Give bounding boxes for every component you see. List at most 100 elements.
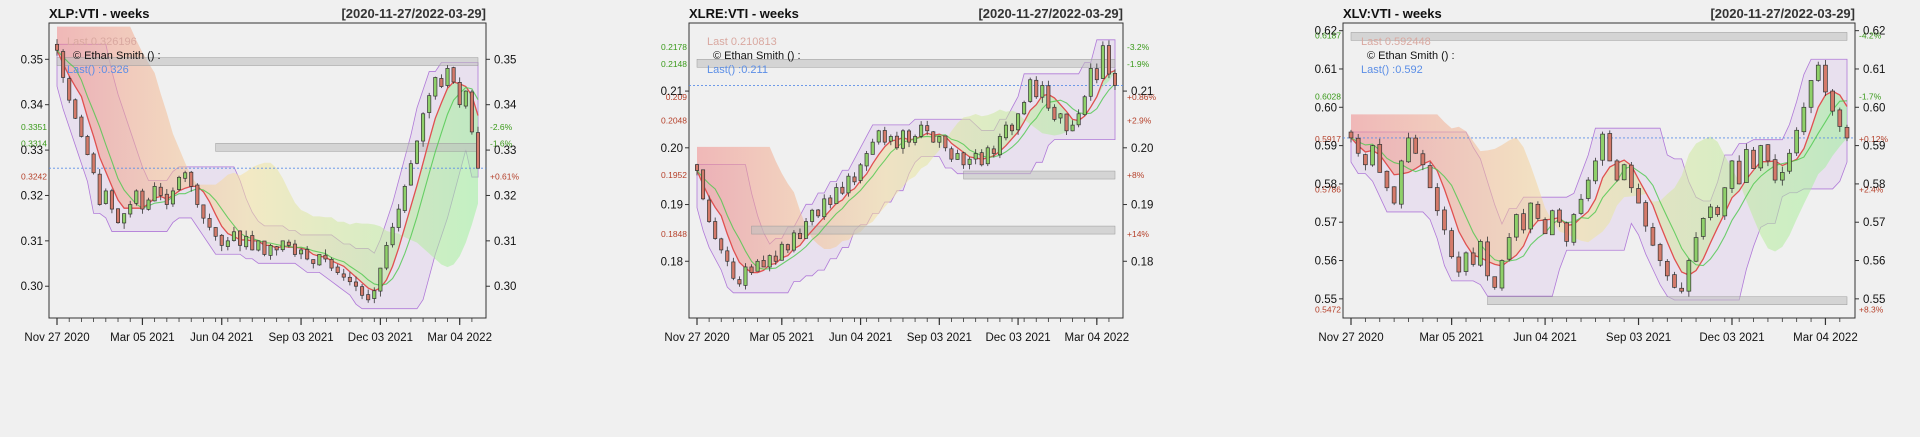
candle-down: [164, 193, 169, 205]
candle-up: [1708, 206, 1713, 218]
x-tick-label: Mar 05 2021: [110, 332, 175, 344]
candle-up: [876, 130, 881, 143]
candle-down: [439, 78, 444, 87]
candle-up: [864, 153, 869, 167]
level-pct-label: +2.9%: [1127, 116, 1152, 126]
candle-down: [1052, 106, 1057, 120]
candle-down: [1363, 154, 1368, 166]
candle-down: [238, 230, 243, 246]
y-tick-label: 0.21: [661, 86, 683, 98]
candle-up: [967, 158, 972, 165]
candle-down: [292, 243, 297, 255]
candle-down: [1348, 131, 1354, 139]
candle-down: [1751, 149, 1756, 169]
candle-up: [937, 136, 942, 143]
candle-down: [713, 221, 718, 239]
y-tick-label: 0.34: [21, 100, 44, 112]
candle-down: [1456, 256, 1462, 273]
candle-up: [1463, 252, 1469, 272]
chart-title: XLP:VTI - weeks: [49, 6, 149, 21]
candle-up: [1070, 124, 1075, 132]
candle-up: [858, 164, 863, 181]
candle-down: [1837, 109, 1843, 127]
candle-down: [1113, 72, 1117, 86]
candle-down: [347, 276, 352, 283]
trend-fan: [57, 26, 478, 291]
candle-down: [1442, 209, 1447, 231]
grey-band-2: [1487, 296, 1848, 306]
level-label: 0.2178: [661, 42, 687, 52]
candle-down: [1535, 203, 1541, 219]
candle-up: [1801, 106, 1807, 133]
candle-up: [888, 136, 893, 142]
candle-down: [85, 136, 90, 155]
candle-down: [1629, 164, 1634, 189]
level-pct-label: +0.12%: [1859, 134, 1889, 144]
candle-up: [955, 153, 960, 160]
candle-up: [1082, 96, 1087, 116]
candle-up: [103, 190, 108, 204]
candle-down: [335, 266, 340, 273]
level-pct-label: -1.9%: [1127, 59, 1150, 69]
candle-up: [231, 231, 236, 241]
candle-down: [785, 244, 790, 251]
candle-up: [463, 90, 468, 107]
candle-down: [1664, 260, 1670, 277]
y-tick-label: 0.60: [1315, 102, 1337, 114]
x-tick-label: Sep 03 2021: [1606, 332, 1671, 344]
x-tick-label: Jun 04 2021: [829, 332, 892, 344]
candle-up: [1729, 160, 1735, 189]
candle-up: [1621, 164, 1627, 181]
candle-up: [414, 140, 419, 164]
y-tick-label: 0.21: [1131, 86, 1153, 98]
candle-down: [54, 43, 60, 51]
candle-down: [931, 131, 936, 143]
candle-up: [834, 187, 839, 204]
candle-up: [1003, 124, 1008, 139]
candle-up: [1780, 172, 1785, 181]
candle-down: [1844, 126, 1850, 139]
candle-down: [189, 171, 194, 187]
y-tick-label: 0.60: [1863, 102, 1885, 114]
candle-up: [183, 172, 188, 179]
grey-band-3: [751, 225, 1116, 235]
candle-down: [73, 99, 78, 119]
y-tick-label: 0.20: [661, 143, 683, 155]
y-tick-label: 0.56: [1315, 256, 1337, 268]
candle-up: [134, 190, 139, 204]
moving-average-line: [696, 70, 1116, 274]
candle-up: [128, 204, 133, 215]
candle-up: [122, 213, 127, 224]
y-tick-label: 0.59: [1315, 141, 1337, 153]
candle-up: [280, 240, 285, 251]
candle-up: [152, 186, 157, 202]
y-tick-label: 0.32: [494, 190, 516, 202]
y-tick-label: 0.58: [1315, 179, 1337, 191]
chart-panel-3: 0.6187 -4.2% 0.6028 -1.7% 0.5917 +0.12% 0.5786…: [1315, 6, 1889, 344]
grey-band-1: [56, 57, 479, 66]
candle-up: [427, 95, 432, 113]
x-tick-label: Sep 03 2021: [907, 332, 972, 344]
candle-down: [97, 173, 102, 205]
candle-down: [1564, 222, 1569, 242]
candle-down: [1413, 137, 1418, 154]
candle-down: [1679, 287, 1684, 292]
signal-line: [56, 49, 479, 286]
candle-down: [323, 254, 328, 260]
candle-down: [943, 135, 948, 149]
chart-title: XLV:VTI - weeks: [1343, 6, 1442, 21]
candle-down: [1470, 252, 1476, 265]
candle-down: [1650, 227, 1656, 246]
candle-down: [67, 78, 72, 101]
candle-up: [1585, 179, 1591, 199]
x-tick-label: Mar 04 2022: [1065, 332, 1130, 344]
x-tick-label: Mar 04 2022: [427, 332, 492, 344]
candle-up: [1578, 198, 1584, 214]
candle-down: [701, 169, 706, 200]
candle-down: [707, 199, 712, 222]
candle-down: [469, 91, 474, 133]
candle-up: [384, 245, 389, 269]
candle-down: [341, 273, 346, 278]
y-tick-label: 0.19: [1131, 200, 1153, 212]
y-tick-label: 0.59: [1863, 141, 1885, 153]
